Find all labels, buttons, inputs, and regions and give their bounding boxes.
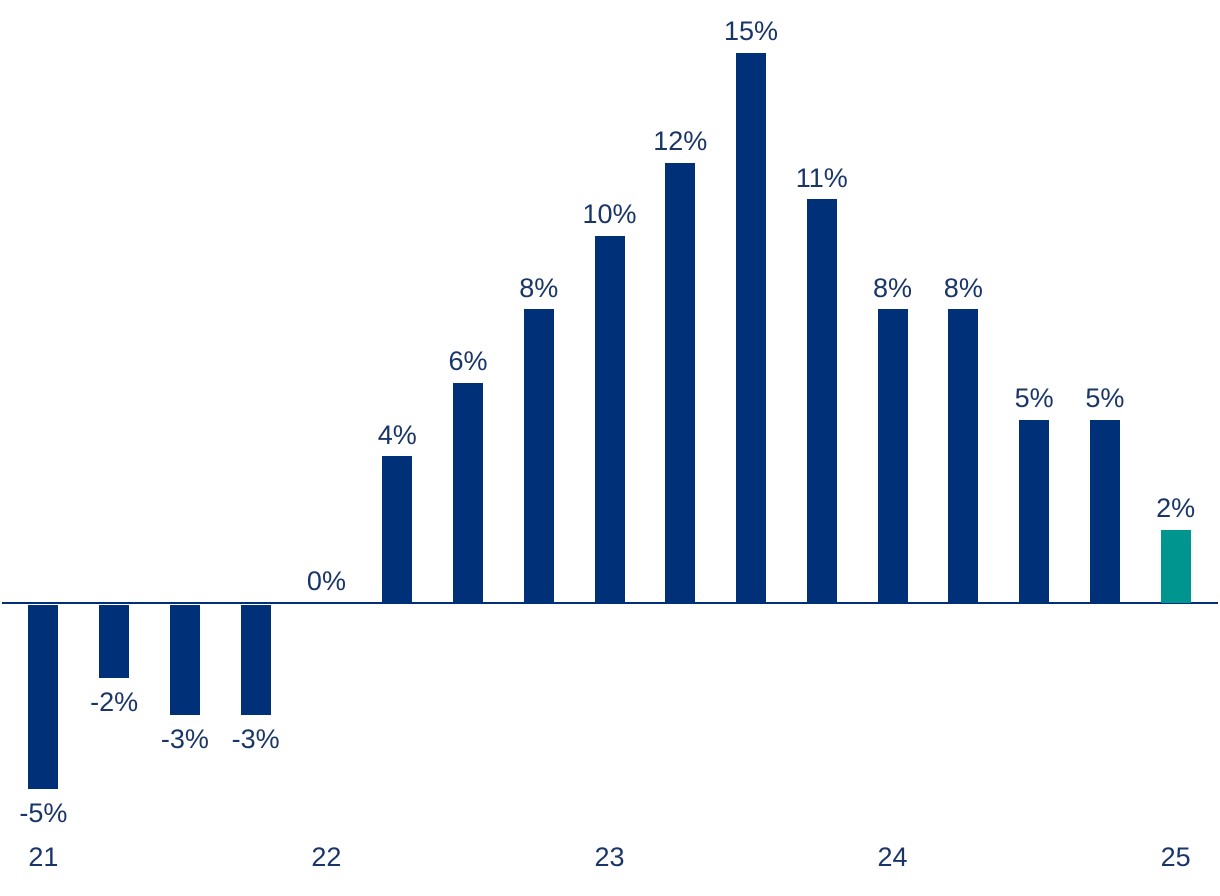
bar-2024-q2 [948, 309, 979, 603]
bar-value-label-2023-q4: 11% [795, 162, 848, 193]
bar-value-label-2024-q2: 8% [943, 272, 983, 303]
bar-value-label-2024-q3: 5% [1014, 382, 1054, 413]
bar-value-label-2021-q4: -3% [231, 724, 280, 755]
bar-value-label-2021-q1: -5% [19, 797, 68, 828]
bar-2023-q3 [736, 52, 767, 603]
x-axis-tick-label-24: 24 [877, 842, 908, 872]
bar-2023-q2 [665, 162, 696, 603]
bar-2023-q1 [594, 236, 625, 603]
x-axis-line [2, 602, 1218, 604]
bar-value-label-2023-q2: 12% [653, 125, 708, 156]
bar-2022-q3 [452, 382, 483, 603]
bar-2021-q2 [99, 605, 130, 679]
bar-2025-q1 [1160, 529, 1191, 603]
bar-value-label-2024-q4: 5% [1085, 382, 1125, 413]
bar-2024-q1 [877, 309, 908, 603]
bar-value-label-2021-q3: -3% [160, 724, 209, 755]
bar-2023-q4 [806, 199, 837, 603]
bar-value-label-2022-q2: 4% [377, 419, 417, 450]
bar-2022-q4 [523, 309, 554, 603]
bar-value-label-2025-q1: 2% [1156, 492, 1196, 523]
bar-value-label-2022-q1: 0% [306, 566, 346, 597]
x-axis-tick-label-21: 21 [28, 842, 59, 872]
bar-value-label-2021-q2: -2% [90, 687, 139, 718]
bar-2021-q3 [169, 605, 200, 716]
bar-2024-q4 [1089, 419, 1120, 603]
x-axis-tick-label-22: 22 [311, 842, 342, 872]
bar-value-label-2022-q3: 6% [448, 346, 488, 377]
bar-value-label-2023-q1: 10% [582, 199, 637, 230]
bar-2021-q1 [28, 605, 59, 789]
bar-2022-q2 [382, 456, 413, 603]
bar-2021-q4 [240, 605, 271, 716]
x-axis-tick-label-23: 23 [594, 842, 625, 872]
bar-2024-q3 [1019, 419, 1050, 603]
bar-value-label-2023-q3: 15% [723, 15, 779, 46]
bar-value-label-2022-q4: 8% [519, 272, 559, 303]
bar-value-label-2024-q1: 8% [873, 272, 913, 303]
x-axis-tick-label-25: 25 [1160, 842, 1191, 872]
